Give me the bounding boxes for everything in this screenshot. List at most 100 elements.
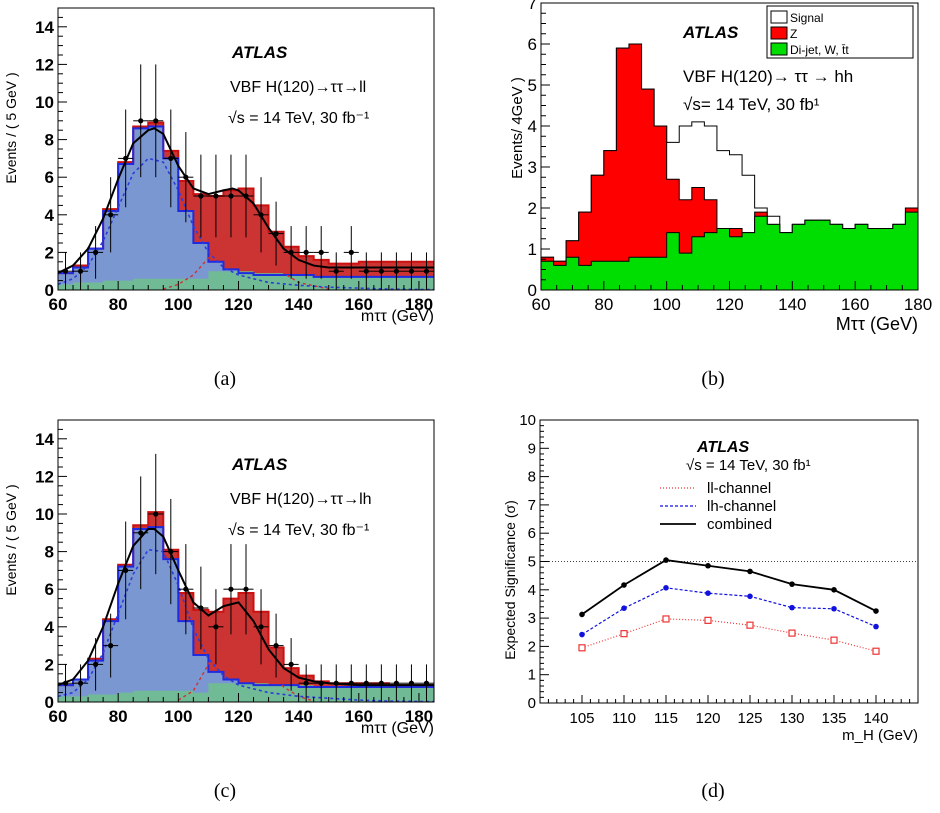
y-tick-label: 6 [45,580,54,599]
x-tick-label: 130 [779,710,804,727]
series-point [747,593,753,600]
data-points [58,64,434,290]
data-point [333,268,339,274]
y-tick-label: 6 [528,35,537,54]
data-point [243,586,249,592]
y-tick-label: 0 [528,281,537,300]
series-point [747,568,753,575]
y-tick-label: 10 [35,93,54,112]
data-point [333,680,339,686]
series-point [831,587,837,593]
total-fit-curve [57,528,434,687]
series-point [789,604,795,611]
y-tick-label: 0 [528,695,536,712]
y-tick-label: 0 [45,281,54,300]
x-tick-label: 135 [821,710,846,727]
series-point [831,605,837,612]
y-axis-title: Events / ( 5 GeV ) [3,484,19,595]
series-point [621,582,627,588]
series-point [579,611,585,618]
y-tick-label: 2 [45,655,54,674]
y-tick-label: 5 [528,76,537,95]
atlas-label: ATLAS [682,23,739,42]
caption-c: (c) [213,780,237,802]
x-tick-label: 80 [109,707,128,726]
y-tick-label: 14 [35,430,54,449]
series-point [705,562,711,569]
series-point [788,629,796,637]
atlas-label: ATLAS [696,439,749,456]
data-point [213,624,219,630]
data-point [62,680,69,686]
series-point [873,608,879,614]
y-tick-label: 6 [45,168,54,187]
x-tick-label: 180 [904,295,932,314]
x-tick-label: 60 [49,707,68,726]
atlas-label: ATLAS [231,455,288,474]
energy-lumi-label: √s = 14 TeV, 30 fb¹ [686,457,811,474]
x-tick-label: 140 [284,707,312,726]
x-tick-label: 140 [284,295,312,314]
x-tick-label: 160 [345,295,373,314]
red-fit-curve [177,620,314,702]
x-tick-label: 140 [863,710,888,727]
data-point [168,549,174,555]
legend-label: combined [707,516,772,533]
data-point [183,586,189,592]
series-point [873,623,879,630]
x-axis-title: mττ (GeV) [361,308,434,325]
x-tick-label: 105 [569,710,594,727]
x-tick-label: 100 [652,295,680,314]
chart-panel-a: 60 80 100 120 140 160 180 0 2 4 6 8 10 12 14 ATLAS VBF H… [0,0,450,360]
data-point [378,268,384,274]
series-line [581,559,877,616]
blue-component-histogram [58,126,434,290]
data-point [363,268,369,274]
series-point [704,616,712,624]
data-point [303,680,309,686]
x-tick-label: 160 [841,295,869,314]
y-tick-label: 2 [45,243,54,262]
legend-label: lh-channel [707,498,776,515]
y-tick-label: 2 [528,199,537,218]
data-point [393,268,399,274]
data-point [153,118,159,124]
chart-panel-b: 60 80 100 120 140 160 180 0 1 2 3 4 5 6 7 Signal Z Di-jet… [470,0,932,360]
x-tick-label: 180 [405,707,433,726]
legend-label: Z [790,27,797,41]
data-point [348,249,354,255]
data-point [77,268,84,274]
series-point [621,605,627,611]
caption-b: (b) [701,368,725,390]
x-tick-label: 80 [594,295,613,314]
data-point [93,661,99,667]
green-background-histogram [58,271,434,290]
data-point [138,118,144,124]
series-point [663,585,669,591]
data-point [363,680,369,686]
x-axis-title: Mττ (GeV) [836,314,918,334]
data-point [423,268,430,274]
data-point [273,231,279,237]
series-point [620,630,628,638]
x-tick-label: 180 [405,295,433,314]
series-point [662,615,670,623]
x-tick-label: 110 [612,710,636,727]
y-tick-label: 1 [528,240,537,259]
data-point [138,530,144,536]
data-point [108,643,114,649]
energy-lumi-label: √s = 14 TeV, 30 fb⁻¹ [228,110,369,127]
x-tick-label: 120 [224,707,252,726]
data-point [62,268,69,274]
legend-swatch [770,10,788,24]
x-tick-label: 100 [164,707,192,726]
data-point [123,155,129,161]
data-point [228,193,234,199]
y-tick-label: 7 [528,0,537,13]
series-point [830,636,838,644]
x-tick-label: 100 [164,295,192,314]
series-point [746,621,754,629]
series-point [579,631,585,638]
y-tick-label: 7 [528,497,536,514]
data-point [408,268,415,274]
